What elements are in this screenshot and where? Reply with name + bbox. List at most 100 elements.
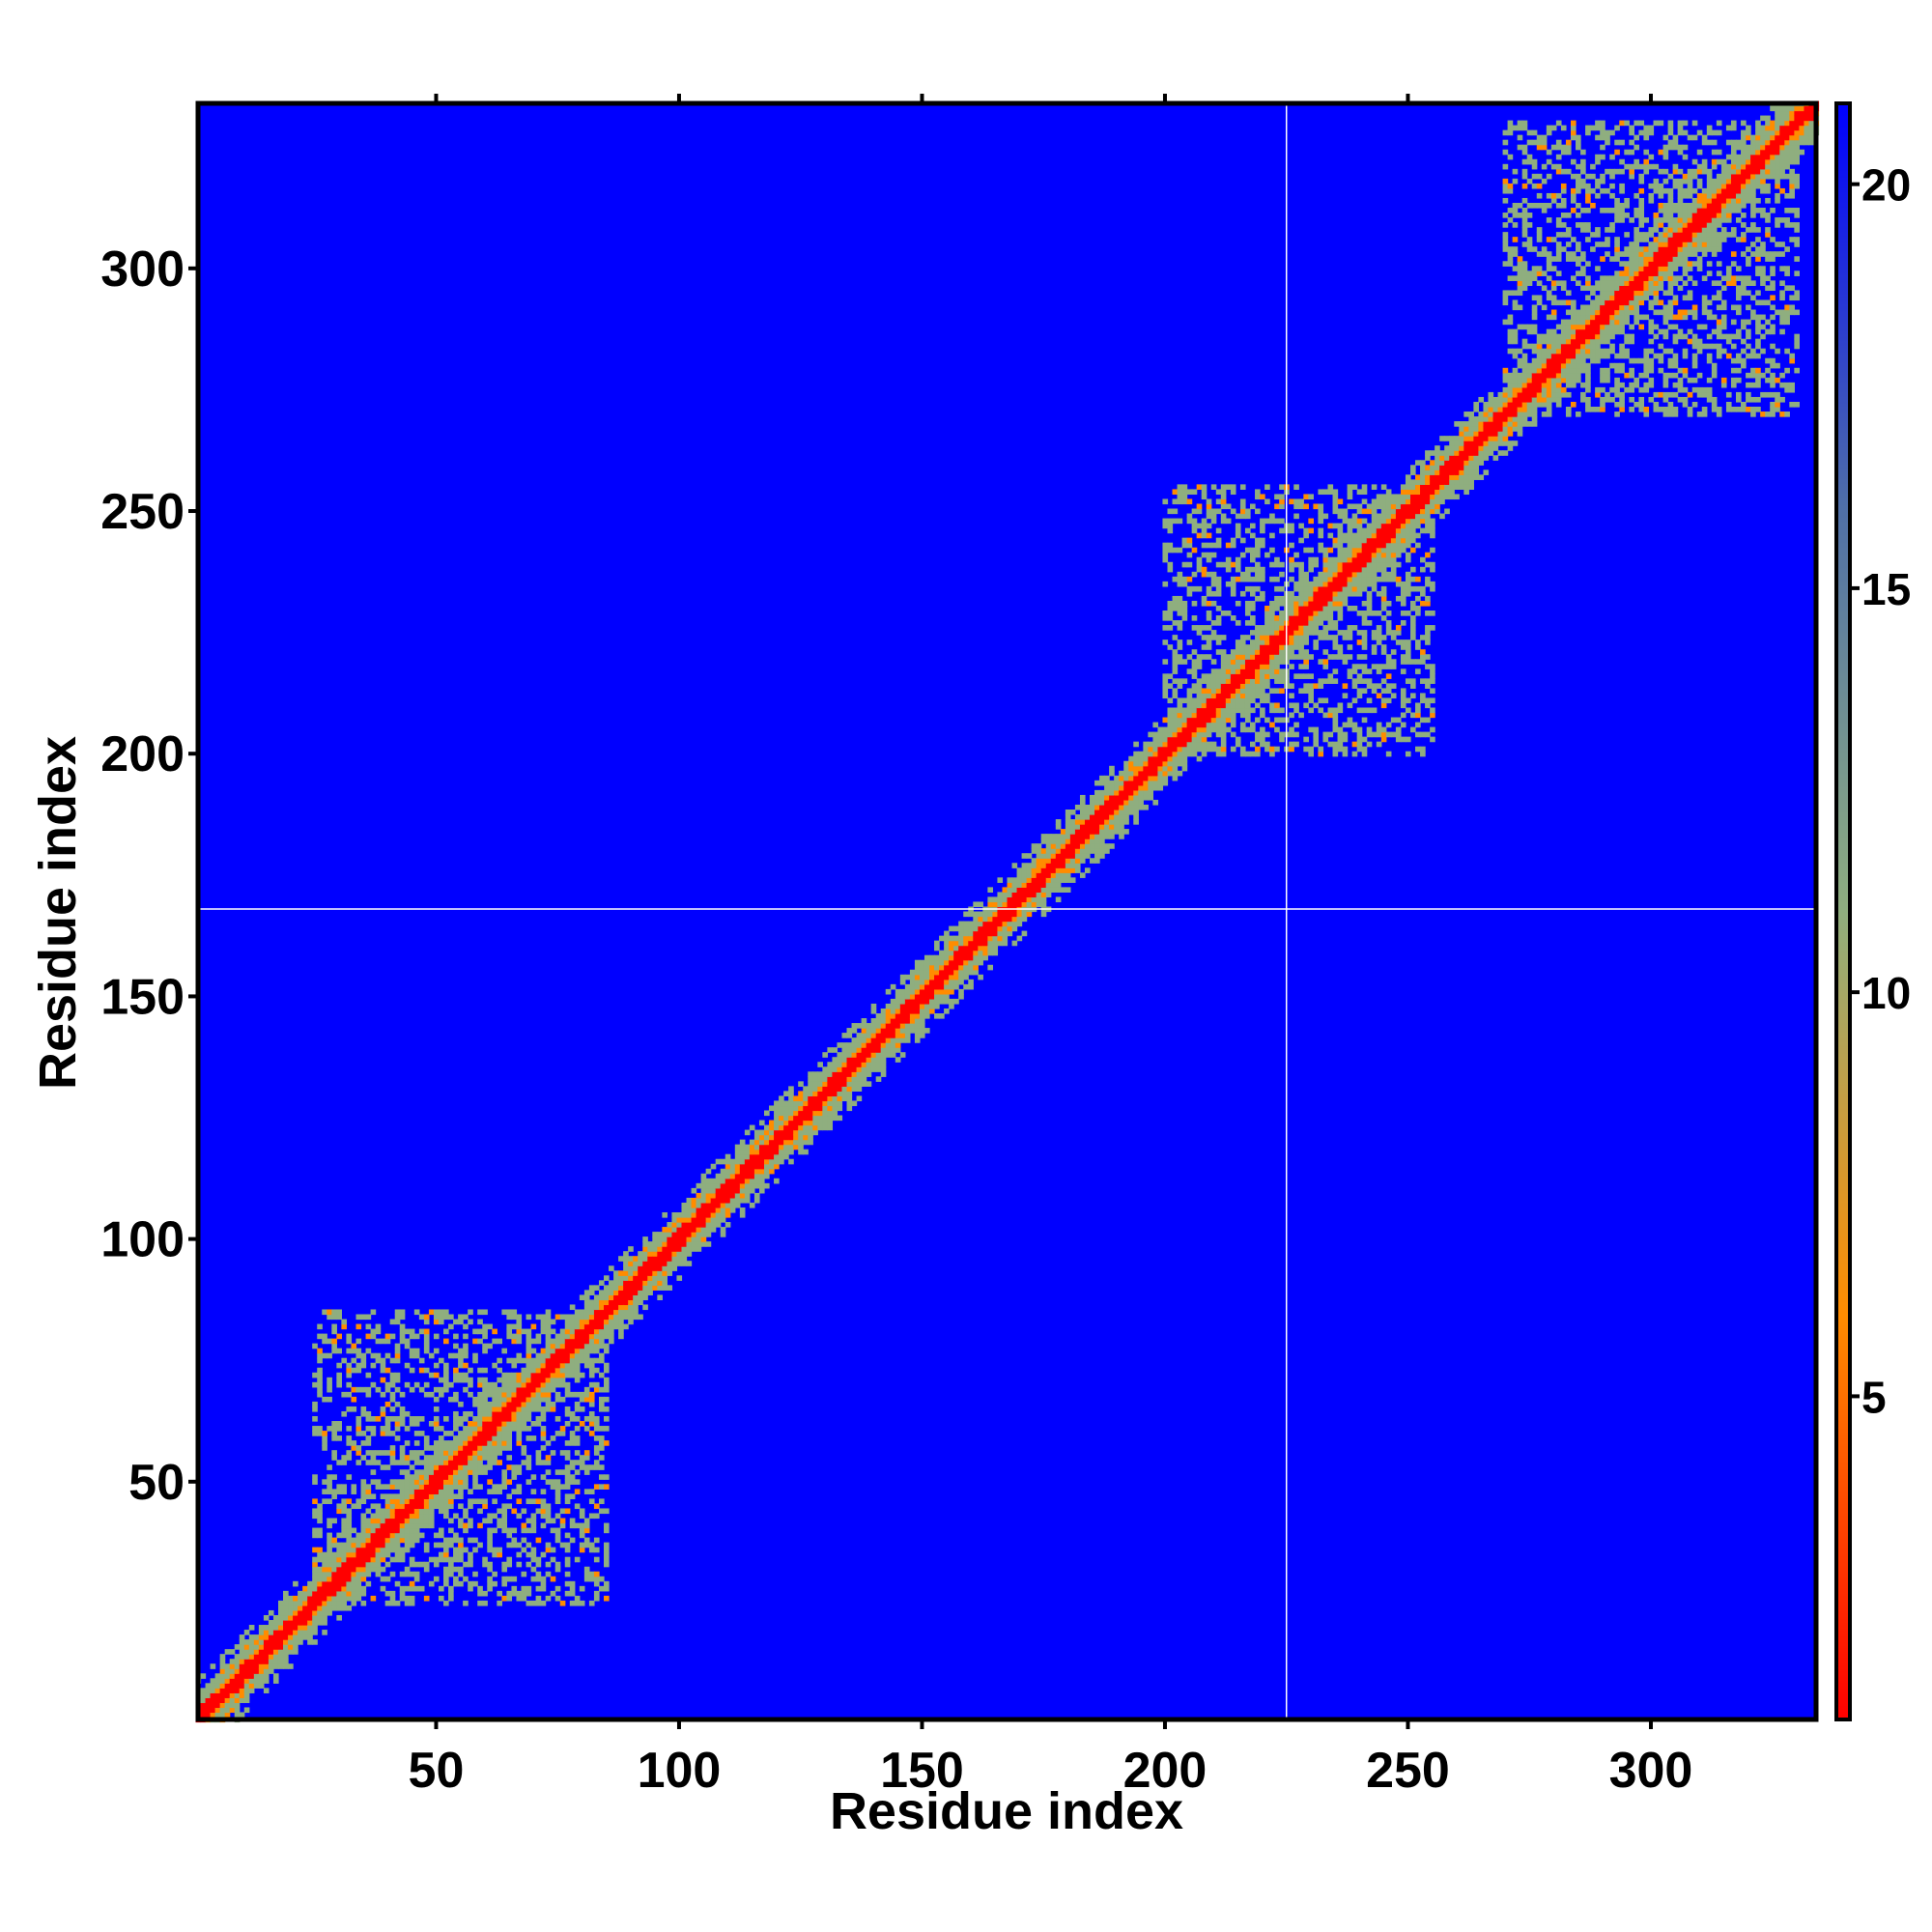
heatmap-cell [1026,872,1033,878]
heatmap-cell [1342,731,1349,738]
heatmap-cell [822,1081,828,1087]
heatmap-cell [851,1057,858,1063]
heatmap-cell [1045,863,1052,868]
heatmap-cell [973,959,979,966]
heatmap-cell [409,1489,415,1494]
heatmap-cell [1162,673,1169,679]
heatmap-cell [628,1285,634,1291]
heatmap-cell [302,1630,308,1635]
heatmap-cell [1220,659,1227,665]
heatmap-cell [360,1498,367,1505]
heatmap-cell [1337,600,1344,607]
heatmap-cell [1128,755,1134,762]
heatmap-cell [1332,489,1339,496]
heatmap-cell [365,1348,372,1354]
heatmap-cell [671,1211,678,1218]
heatmap-cell [413,1431,420,1436]
heatmap-cell [642,1285,648,1291]
heatmap-cell [827,1081,834,1087]
heatmap-cell [468,1585,473,1592]
heatmap-cell [540,1503,547,1510]
heatmap-cell [1215,489,1222,496]
heatmap-cell [1109,799,1115,806]
heatmap-cell [399,1513,406,1520]
heatmap-cell [1109,814,1115,820]
heatmap-cell [1128,789,1134,796]
heatmap-cell [1123,799,1129,806]
heatmap-cell [1206,731,1212,738]
heatmap-cell [526,1518,532,1524]
heatmap-cell [1157,731,1164,738]
heatmap-cell [569,1338,576,1345]
heatmap-cell [453,1372,459,1378]
heatmap-cell [1274,503,1280,510]
heatmap-cell [812,1071,818,1077]
heatmap-cell [1084,843,1091,849]
heatmap-cell [423,1518,430,1524]
heatmap-cell [1269,513,1275,520]
heatmap-cell [1215,712,1222,719]
heatmap-cell [394,1527,401,1534]
heatmap-cell [545,1518,552,1524]
heatmap-cell [1250,639,1256,645]
heatmap-cell [579,1333,585,1340]
heatmap-cell [885,1033,892,1038]
heatmap-cell [482,1426,488,1432]
heatmap-cell [263,1688,270,1693]
heatmap-cell [676,1275,683,1281]
heatmap-cell [521,1590,527,1597]
heatmap-cell [618,1256,624,1262]
heatmap-cell [1055,882,1062,888]
heatmap-cell [224,1692,231,1698]
heatmap-cell [384,1386,391,1393]
heatmap-cell [1114,804,1120,810]
heatmap-cell [710,1211,717,1218]
heatmap-cell [812,1081,818,1087]
heatmap-cell [724,1211,731,1218]
heatmap-cell [540,1386,547,1393]
heatmap-cell [234,1683,241,1689]
heatmap-cell [1191,707,1198,714]
heatmap-cell [1210,683,1217,689]
heatmap-cell [914,1037,921,1043]
heatmap-cell [564,1343,571,1350]
heatmap-cell [453,1566,459,1573]
heatmap-cell [856,1066,863,1072]
heatmap-cell [482,1415,488,1422]
heatmap-cell [375,1460,382,1465]
heatmap-cell [1133,784,1139,791]
heatmap-cell [1274,561,1280,568]
heatmap-cell [550,1357,556,1364]
heatmap-cell [1347,605,1353,611]
heatmap-cell [317,1614,323,1621]
heatmap-cell [1293,741,1299,748]
heatmap-cell [734,1173,741,1179]
heatmap-cell [559,1362,566,1369]
heatmap-cell [331,1595,337,1602]
heatmap-cell [662,1275,668,1281]
heatmap-cell [277,1625,284,1631]
heatmap-cell [909,1013,916,1019]
heatmap-cell [389,1493,396,1500]
heatmap-cell [798,1110,804,1117]
heatmap-cell [899,1028,906,1034]
heatmap-cell [564,1391,571,1398]
heatmap-cell [598,1319,605,1325]
heatmap-cell [1332,508,1339,515]
heatmap-cell [312,1630,318,1635]
heatmap-cell [1074,829,1081,835]
heatmap-cell [545,1352,552,1359]
heatmap-cell [710,1197,717,1204]
heatmap-cell [1128,794,1134,801]
heatmap-cell [253,1649,260,1655]
heatmap-cell [1337,508,1344,515]
heatmap-cell [448,1498,454,1505]
heatmap-cell [1065,843,1071,849]
heatmap-cell [1177,755,1183,762]
heatmap-cell [798,1105,804,1112]
heatmap-cell [477,1396,483,1403]
heatmap-cell [1322,566,1329,573]
heatmap-cell [526,1401,532,1407]
heatmap-cell [1239,697,1246,704]
heatmap-cell [593,1314,600,1321]
